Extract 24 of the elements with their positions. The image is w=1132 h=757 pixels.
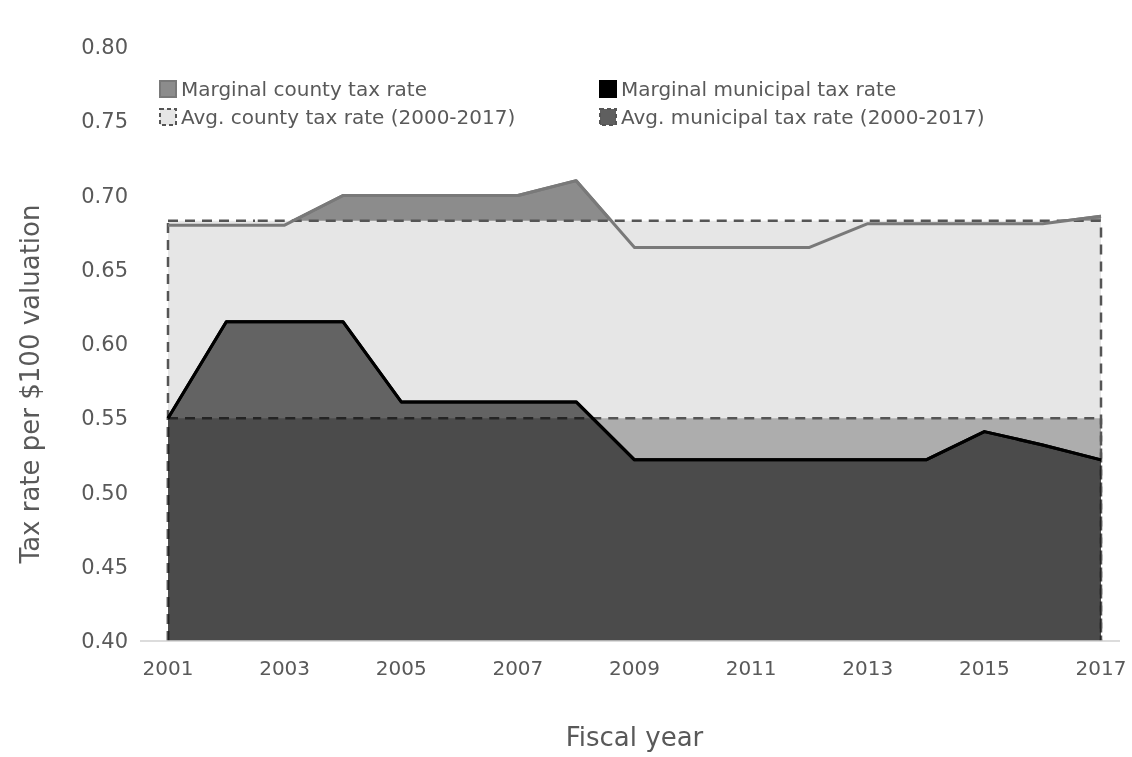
y-tick-label: 0.75: [81, 109, 128, 134]
y-tick-label: 0.40: [81, 629, 128, 653]
y-tick-label: 0.50: [81, 480, 128, 505]
legend-label: Marginal municipal tax rate: [621, 77, 897, 101]
y-axis-title: Tax rate per $100 valuation: [15, 204, 45, 565]
legend-label: Marginal county tax rate: [181, 77, 428, 101]
x-tick-label: 2011: [725, 656, 777, 680]
x-tick-label: 2015: [958, 656, 1010, 680]
x-tick-label: 2009: [609, 656, 660, 680]
y-tick-label: 0.80: [81, 35, 128, 59]
y-tick-label: 0.60: [81, 332, 128, 356]
legend-label: Avg. municipal tax rate (2000-2017): [621, 105, 985, 129]
x-tick-label: 2007: [492, 656, 544, 680]
y-tick-label: 0.55: [81, 406, 128, 431]
y-tick-label: 0.45: [81, 554, 128, 579]
legend-label: Avg. county tax rate (2000-2017): [181, 105, 516, 129]
y-tick-label: 0.65: [81, 257, 128, 282]
x-tick-label: 2017: [1075, 656, 1127, 680]
x-tick-label: 2013: [842, 656, 894, 680]
y-tick-label: 0.70: [81, 183, 128, 208]
x-tick-label: 2005: [375, 656, 427, 680]
x-tick-label: 2001: [142, 656, 194, 680]
x-axis-title: Fiscal year: [565, 722, 704, 752]
x-tick-label: 2003: [259, 656, 311, 680]
